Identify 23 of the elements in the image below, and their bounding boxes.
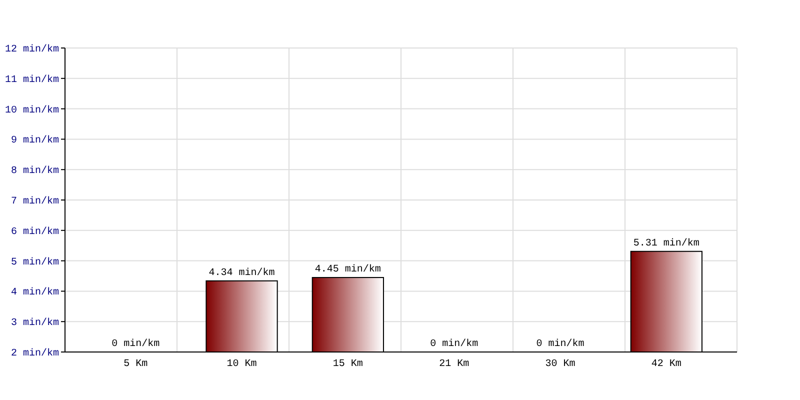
y-tick-label: 7 min/km bbox=[10, 196, 59, 208]
x-tick-label: 42 Km bbox=[651, 359, 682, 370]
y-tick-label: 12 min/km bbox=[4, 44, 59, 56]
text: 0 min/km bbox=[430, 339, 478, 350]
y-tick-label: 9 min/km bbox=[10, 134, 59, 147]
x-tick-label: 5 Km bbox=[124, 359, 148, 370]
y-tick-label: 6 min/km bbox=[10, 226, 59, 238]
data-label: 4.34 min/km bbox=[208, 266, 275, 279]
x-tick-label: 30 Km bbox=[545, 359, 576, 370]
y-tick-label: 11 min/km bbox=[4, 74, 59, 86]
y-tick-label: 3 min/km bbox=[10, 317, 59, 330]
x-tick-label: 21 Km bbox=[439, 359, 470, 370]
text: 0 min/km bbox=[536, 339, 584, 350]
y-tick-label: 4 min/km bbox=[10, 286, 59, 299]
x-tick-label: 15 Km bbox=[332, 359, 363, 370]
data-label: 5.31 min/km bbox=[633, 237, 700, 250]
y-tick-label: 8 min/km bbox=[10, 165, 59, 178]
y-tick-label: 5 min/km bbox=[10, 256, 59, 268]
y-tick-label: 10 min/km bbox=[4, 104, 59, 116]
y-tick-label: 2 min/km bbox=[10, 348, 59, 360]
x-tick-label: 10 Km bbox=[226, 359, 257, 370]
text: 0 min/km bbox=[112, 339, 160, 350]
data-label: 4.45 min/km bbox=[314, 264, 381, 276]
